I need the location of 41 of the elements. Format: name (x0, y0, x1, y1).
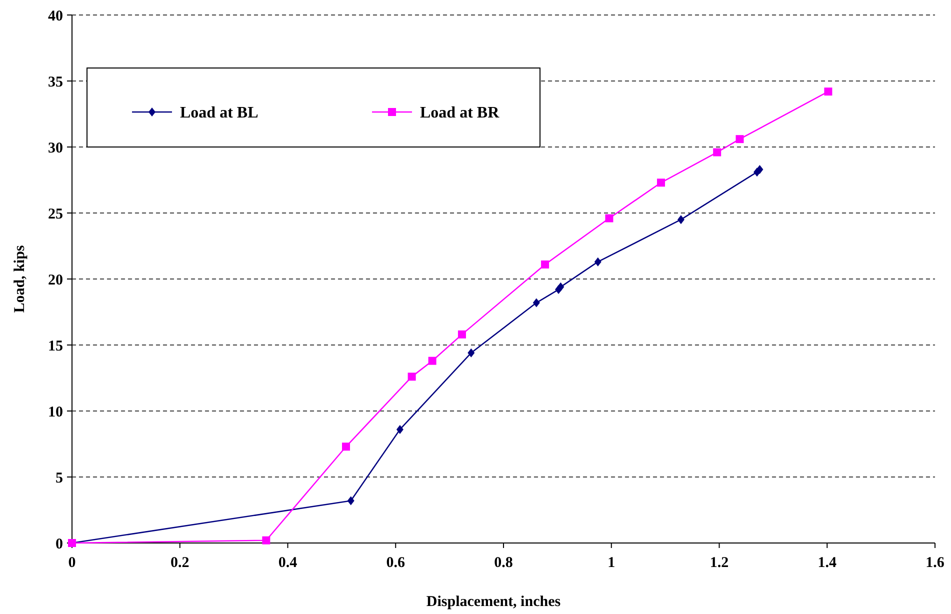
y-tick-label: 10 (48, 404, 63, 420)
point (532, 298, 540, 308)
x-tick-label: 1.6 (926, 555, 945, 571)
point (408, 372, 416, 381)
point (262, 536, 270, 544)
y-tick-label: 25 (48, 206, 63, 222)
x-tick-label: 0.4 (278, 555, 298, 571)
x-tick-label: 1.2 (710, 555, 729, 571)
x-tick-label: 0.2 (170, 555, 190, 571)
y-tick-label: 0 (56, 536, 63, 552)
point (468, 348, 475, 358)
point (428, 356, 436, 365)
y-tick-label: 15 (48, 338, 63, 354)
point (756, 164, 764, 174)
point (342, 442, 350, 451)
x-tick-label: 1 (608, 555, 616, 571)
point (713, 148, 722, 156)
point (736, 135, 744, 144)
point (347, 496, 354, 506)
x-tick-label: 1.4 (818, 555, 837, 571)
x-tick-label: 0.8 (494, 555, 513, 571)
point (557, 282, 564, 292)
point (605, 214, 614, 222)
y-axis-title: Load, kips (12, 245, 28, 313)
legend-label: Load at BR (420, 104, 500, 122)
point (396, 424, 404, 434)
y-tick-label: 5 (56, 470, 63, 486)
x-tick-label: 0 (68, 555, 76, 571)
point (541, 260, 550, 268)
point (458, 330, 466, 338)
y-tick-label: 20 (48, 272, 63, 288)
legend-label: Load at BL (180, 104, 258, 122)
y-tick-label: 30 (48, 140, 63, 156)
point (677, 215, 684, 224)
y-tick-label: 35 (48, 74, 63, 90)
x-tick-label: 0.6 (386, 555, 406, 571)
point (656, 178, 665, 187)
point (594, 257, 602, 266)
y-tick-label: 40 (48, 8, 63, 24)
point (824, 88, 832, 96)
x-axis-title: Displacement, inches (426, 594, 561, 610)
